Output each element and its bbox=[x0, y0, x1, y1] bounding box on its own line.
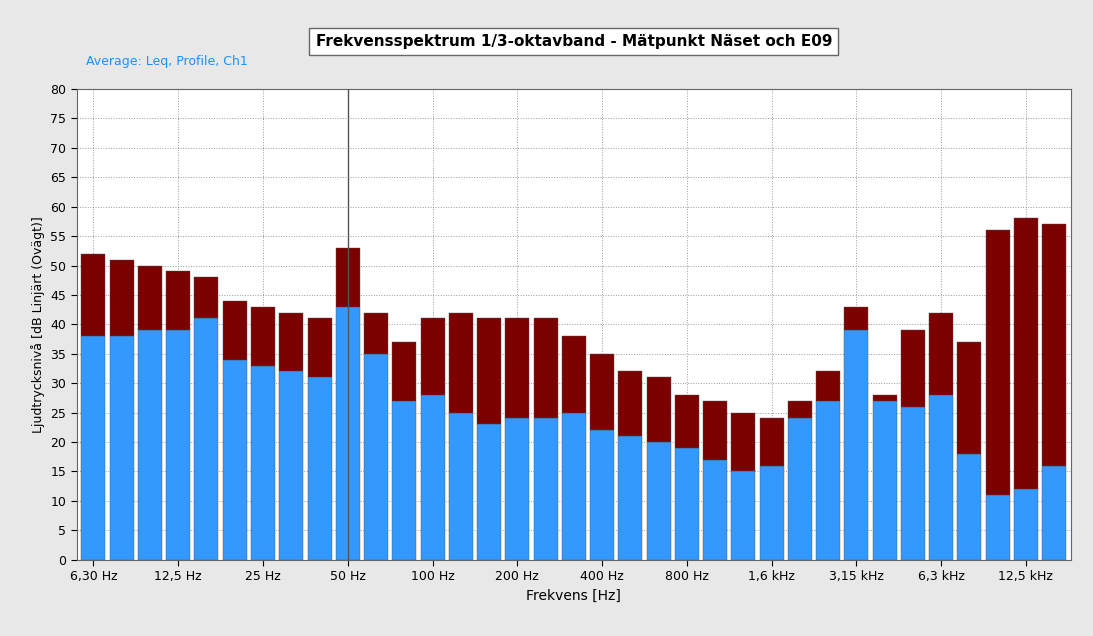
Bar bbox=[703, 401, 727, 460]
Bar bbox=[788, 418, 812, 560]
Bar bbox=[138, 330, 162, 560]
Bar bbox=[307, 319, 331, 377]
Bar bbox=[449, 312, 473, 413]
Bar bbox=[788, 401, 812, 418]
Bar bbox=[279, 371, 303, 560]
Bar bbox=[562, 336, 586, 413]
Bar bbox=[109, 336, 133, 560]
Bar bbox=[166, 330, 190, 560]
Bar bbox=[647, 377, 671, 442]
Bar bbox=[392, 401, 416, 560]
Bar bbox=[590, 430, 614, 560]
Bar bbox=[760, 466, 784, 560]
Bar bbox=[364, 312, 388, 354]
Bar bbox=[901, 330, 925, 407]
Bar bbox=[957, 342, 982, 454]
Bar bbox=[816, 371, 841, 401]
Bar bbox=[957, 454, 982, 560]
Bar bbox=[251, 307, 275, 366]
Bar bbox=[731, 413, 755, 471]
Bar bbox=[674, 395, 698, 448]
Bar bbox=[986, 495, 1010, 560]
Bar bbox=[619, 371, 643, 436]
Bar bbox=[872, 395, 896, 401]
Bar bbox=[533, 418, 557, 560]
Bar bbox=[449, 413, 473, 560]
Bar bbox=[901, 407, 925, 560]
Text: Average: Leq, Profile, Ch1: Average: Leq, Profile, Ch1 bbox=[86, 55, 248, 68]
Bar bbox=[392, 342, 416, 401]
Bar bbox=[421, 319, 445, 395]
Bar bbox=[590, 354, 614, 430]
Bar bbox=[223, 301, 247, 360]
Bar bbox=[421, 395, 445, 560]
Bar bbox=[619, 436, 643, 560]
Bar bbox=[336, 248, 360, 307]
Bar bbox=[279, 312, 303, 371]
Bar bbox=[138, 265, 162, 330]
Bar bbox=[82, 336, 105, 560]
Bar bbox=[195, 277, 219, 319]
Bar bbox=[845, 307, 869, 330]
Bar bbox=[166, 272, 190, 330]
Bar bbox=[1043, 225, 1066, 466]
Bar bbox=[929, 395, 953, 560]
Bar bbox=[223, 360, 247, 560]
Bar bbox=[1043, 466, 1066, 560]
Text: Frekvensspektrum 1/3-oktavband - Mätpunkt Näset och E09: Frekvensspektrum 1/3-oktavband - Mätpunk… bbox=[316, 34, 832, 49]
Bar bbox=[336, 307, 360, 560]
Bar bbox=[109, 259, 133, 336]
Bar bbox=[505, 418, 529, 560]
Bar bbox=[195, 319, 219, 560]
Bar bbox=[845, 330, 869, 560]
Bar bbox=[477, 424, 501, 560]
Bar bbox=[364, 354, 388, 560]
Bar bbox=[760, 418, 784, 466]
Bar bbox=[533, 319, 557, 418]
Bar bbox=[703, 460, 727, 560]
Bar bbox=[872, 401, 896, 560]
Bar bbox=[674, 448, 698, 560]
Bar bbox=[477, 319, 501, 424]
Bar bbox=[307, 377, 331, 560]
Bar bbox=[1014, 489, 1038, 560]
Bar bbox=[731, 471, 755, 560]
Bar bbox=[1014, 218, 1038, 489]
Bar bbox=[82, 254, 105, 336]
Bar bbox=[647, 442, 671, 560]
Bar bbox=[562, 413, 586, 560]
X-axis label: Frekvens [Hz]: Frekvens [Hz] bbox=[527, 589, 621, 603]
Bar bbox=[929, 312, 953, 395]
Bar bbox=[505, 319, 529, 418]
Bar bbox=[251, 366, 275, 560]
Bar bbox=[816, 401, 841, 560]
Y-axis label: Ljudtrycksnivå [dB Linjärt (Ovägt)]: Ljudtrycksnivå [dB Linjärt (Ovägt)] bbox=[31, 216, 45, 432]
Bar bbox=[986, 230, 1010, 495]
